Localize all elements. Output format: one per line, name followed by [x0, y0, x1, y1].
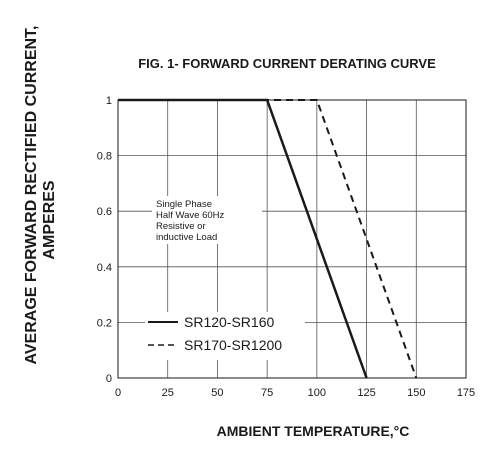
y-tick-label: 0.6 [97, 206, 112, 218]
plot-frame [117, 99, 467, 379]
x-tick-label: 100 [308, 387, 326, 399]
x-tick-label: 25 [162, 387, 174, 399]
x-tick-label: 50 [211, 387, 223, 399]
y-axis-label-line-2: AMPERES [41, 180, 58, 259]
tick-labels: 0 25 50 75 100 125 150 175 0 0.2 0.4 0.6 0.8 1 [97, 95, 475, 399]
y-tick-label: 0 [106, 373, 112, 385]
legend-label-sr120-sr160: SR120-SR160 [184, 314, 274, 330]
annotation-line-4: inductive Load [156, 232, 217, 243]
annotation-line-2: Half Wave 60Hz [156, 210, 225, 221]
x-axis-label: AMBIENT TEMPERATURE,°C [217, 423, 410, 439]
chart-title: FIG. 1- FORWARD CURRENT DERATING CURVE [138, 56, 436, 71]
x-tick-label: 125 [357, 387, 375, 399]
legend-background [145, 312, 305, 360]
legend: SR120-SR160 SR170-SR1200 [145, 312, 305, 360]
y-tick-label: 0.8 [97, 151, 112, 163]
x-tick-label: 75 [261, 387, 273, 399]
y-axis-label: AVERAGE FORWARD RECTIFIED CURRENT, AMPER… [23, 26, 58, 365]
annotation-box: Single Phase Half Wave 60Hz Resistive or… [152, 196, 262, 244]
annotation-background [152, 196, 262, 244]
y-axis-label-line-1: AVERAGE FORWARD RECTIFIED CURRENT, [23, 26, 40, 365]
y-tick-label: 0.4 [97, 262, 112, 274]
annotation-line-3: Resistive or [156, 221, 206, 232]
x-tick-label: 0 [115, 387, 121, 399]
annotation-line-1: Single Phase [156, 199, 212, 210]
y-tick-label: 1 [106, 95, 112, 107]
y-tick-label: 0.2 [97, 317, 112, 329]
x-tick-label: 150 [407, 387, 425, 399]
legend-label-sr170-sr1200: SR170-SR1200 [184, 337, 282, 353]
x-tick-label: 175 [457, 387, 475, 399]
